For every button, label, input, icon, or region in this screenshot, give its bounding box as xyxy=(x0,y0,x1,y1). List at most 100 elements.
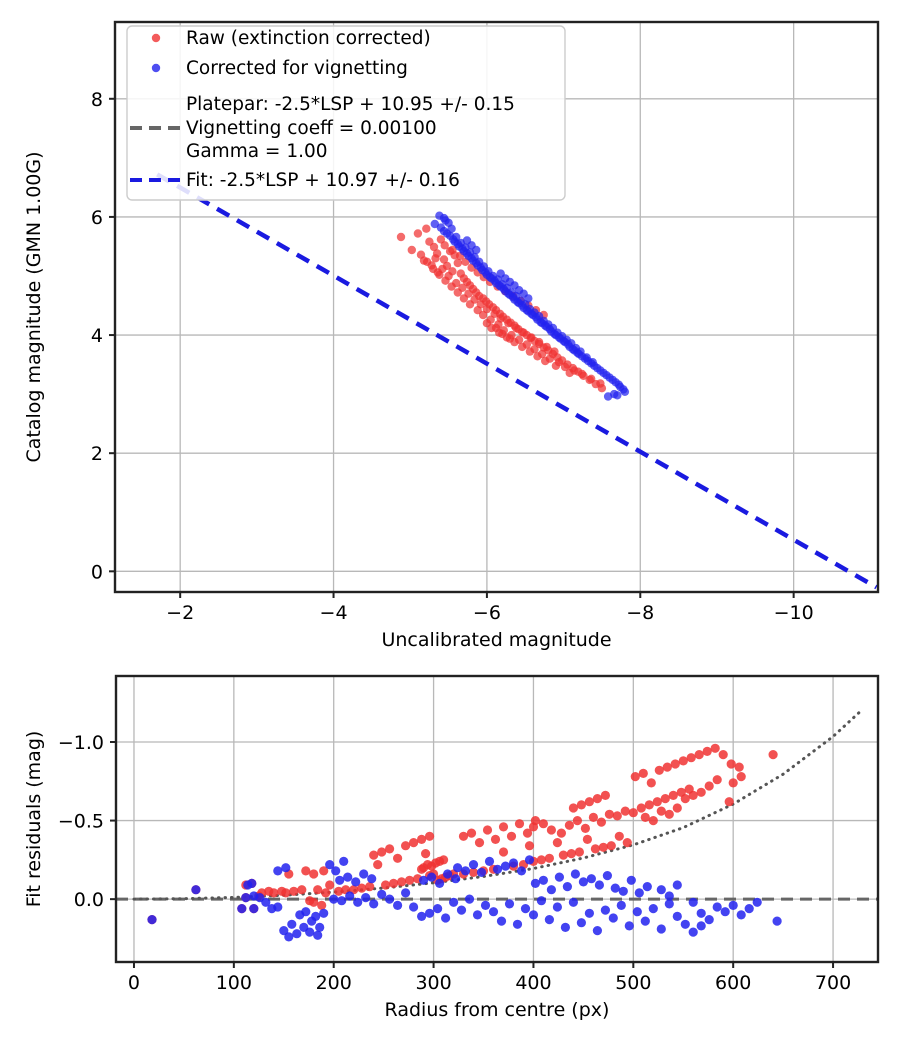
data-point xyxy=(385,894,395,904)
data-point xyxy=(313,885,323,895)
data-point xyxy=(401,841,411,851)
data-point xyxy=(596,379,605,388)
data-point xyxy=(728,900,738,911)
data-point xyxy=(664,809,674,819)
data-point xyxy=(292,929,302,939)
legend: Raw (extinction corrected) Corrected for … xyxy=(126,25,566,201)
data-point xyxy=(588,358,597,367)
data-point xyxy=(297,885,307,895)
data-point xyxy=(616,900,626,911)
data-point xyxy=(688,790,698,801)
plot-area xyxy=(156,172,878,590)
data-point xyxy=(331,866,341,876)
plot-background xyxy=(116,676,878,962)
data-point xyxy=(646,778,656,788)
data-point xyxy=(430,219,439,229)
legend-marker-dot xyxy=(151,33,161,43)
data-point xyxy=(590,844,601,854)
data-point xyxy=(367,874,377,884)
data-point xyxy=(504,319,513,328)
data-point xyxy=(301,907,311,917)
legend-entry: Corrected for vignetting xyxy=(151,58,408,79)
data-point xyxy=(377,847,387,857)
data-point xyxy=(596,366,605,375)
y-tick-label: 6 xyxy=(91,207,103,229)
data-point xyxy=(624,921,634,931)
data-point xyxy=(680,794,690,804)
data-point xyxy=(612,811,622,821)
data-point xyxy=(472,910,483,920)
data-point xyxy=(191,885,201,895)
data-point xyxy=(237,904,247,914)
data-point xyxy=(504,899,515,909)
data-point xyxy=(359,869,369,879)
data-point xyxy=(570,869,581,879)
data-point xyxy=(473,306,482,315)
data-point xyxy=(487,323,496,333)
legend-label: Platepar: -2.5*LSP + 10.95 +/- 0.15 xyxy=(186,94,515,115)
data-point xyxy=(550,347,559,356)
data-point xyxy=(672,911,682,922)
data-point xyxy=(538,819,549,829)
data-point xyxy=(622,838,632,848)
data-point xyxy=(644,800,654,810)
data-point xyxy=(453,288,462,297)
data-point xyxy=(361,893,371,903)
data-point xyxy=(752,897,762,907)
data-point xyxy=(273,902,283,912)
x-tick-label: 400 xyxy=(515,972,551,994)
y-tick-label: 0 xyxy=(91,561,103,583)
data-point xyxy=(577,369,587,379)
data-point xyxy=(696,921,706,931)
data-point xyxy=(592,926,603,936)
data-point xyxy=(241,893,251,903)
data-point xyxy=(506,831,517,841)
data-point xyxy=(377,889,387,900)
data-point xyxy=(284,932,294,942)
data-point xyxy=(696,787,706,797)
data-point xyxy=(468,860,479,870)
data-point xyxy=(433,904,443,914)
data-point xyxy=(440,241,449,250)
data-point xyxy=(447,224,456,233)
data-point xyxy=(309,869,319,879)
data-point xyxy=(353,897,363,907)
x-tick-label: −4 xyxy=(320,602,348,624)
data-point xyxy=(325,860,335,870)
data-point xyxy=(527,333,536,342)
data-point xyxy=(768,750,778,760)
data-point xyxy=(524,294,533,303)
data-point xyxy=(614,831,624,841)
data-point xyxy=(514,819,525,829)
data-point xyxy=(453,258,462,268)
axes-frame xyxy=(114,674,880,964)
data-point xyxy=(694,750,704,760)
data-point xyxy=(427,261,436,270)
data-point xyxy=(576,800,587,810)
data-point xyxy=(247,878,257,889)
data-point xyxy=(343,872,353,882)
data-point xyxy=(289,886,299,896)
data-point xyxy=(365,882,375,892)
data-point xyxy=(369,850,379,860)
data-point xyxy=(466,828,477,838)
data-point xyxy=(522,828,533,838)
data-point xyxy=(462,236,472,245)
data-point xyxy=(397,877,407,887)
data-point xyxy=(431,254,440,263)
data-point xyxy=(672,803,682,813)
data-point xyxy=(334,886,344,896)
data-point xyxy=(369,899,379,909)
data-point xyxy=(736,910,746,920)
data-point xyxy=(492,864,503,874)
data-point xyxy=(405,875,415,885)
data-point xyxy=(736,772,746,782)
x-axis-label: Uncalibrated magnitude xyxy=(381,629,611,651)
data-point xyxy=(385,844,395,854)
data-point xyxy=(734,762,744,772)
data-point xyxy=(586,874,597,884)
data-point xyxy=(396,232,406,242)
data-point xyxy=(419,256,429,265)
data-point xyxy=(427,872,437,882)
y-tick-label: 0.0 xyxy=(74,889,104,911)
